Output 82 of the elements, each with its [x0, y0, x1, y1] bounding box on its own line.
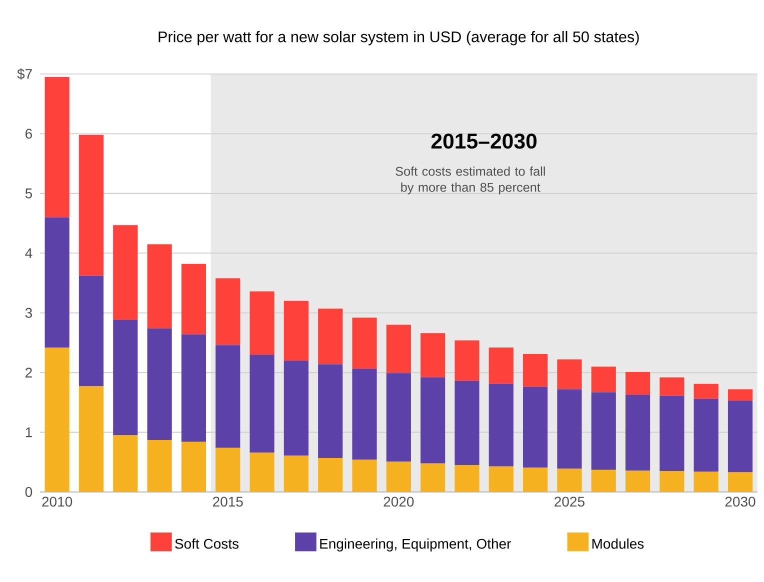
bar — [625, 372, 650, 395]
bar — [318, 364, 343, 458]
bar — [352, 318, 377, 369]
bar — [250, 354, 274, 453]
x-tick-label: 2010 — [42, 496, 72, 507]
bar — [113, 225, 138, 320]
bar — [44, 347, 70, 492]
bar — [181, 442, 206, 492]
x-tick-label: 2025 — [554, 496, 584, 507]
y-tick-label: 0 — [25, 487, 32, 497]
bar — [181, 264, 206, 334]
bar — [694, 398, 718, 472]
bar — [523, 386, 548, 468]
bar — [488, 384, 514, 466]
bar — [352, 460, 377, 492]
bar — [147, 328, 172, 440]
bar — [44, 76, 70, 218]
bar — [591, 392, 616, 470]
bar — [488, 347, 514, 384]
legend-label: Soft Costs — [175, 538, 239, 549]
bar — [454, 380, 480, 466]
bar — [147, 440, 172, 492]
bar — [523, 468, 548, 492]
bar — [386, 373, 411, 462]
y-tick-label: 5 — [25, 188, 32, 198]
bar — [352, 368, 377, 460]
bar — [694, 384, 718, 399]
bar — [78, 276, 104, 386]
band-label: 2015–2030 — [431, 134, 537, 149]
y-tick-label: 3 — [25, 308, 32, 318]
bar — [420, 333, 446, 378]
bar — [318, 458, 343, 492]
chart-title: Price per watt for a new solar system in USD (average for all 50 states) — [158, 31, 639, 46]
bar — [250, 452, 274, 492]
legend-label: Modules — [592, 538, 644, 549]
bar — [147, 244, 172, 328]
bar — [78, 134, 104, 276]
bar — [113, 435, 138, 492]
annotation: Soft costs estimated to fall by more than 85 percent — [396, 166, 545, 194]
bar — [625, 394, 650, 471]
bar — [284, 456, 308, 492]
x-tick-label: 2015 — [213, 496, 243, 507]
bar — [728, 389, 753, 401]
bar — [113, 320, 138, 436]
y-tick-label: 2 — [26, 368, 32, 378]
y-tick-label: 4 — [25, 248, 32, 258]
bar — [488, 466, 514, 492]
bar — [216, 448, 240, 492]
bar — [386, 324, 411, 374]
bar — [78, 386, 104, 492]
bar — [454, 465, 480, 492]
x-tick-label: 2020 — [384, 496, 414, 507]
bar — [694, 472, 718, 492]
bar — [728, 472, 753, 492]
bar — [420, 377, 446, 464]
bar — [591, 366, 616, 392]
y-tick-label: $7 — [17, 68, 32, 80]
bar — [557, 389, 582, 469]
bar — [660, 471, 684, 492]
bar — [284, 300, 308, 361]
bar — [728, 400, 753, 472]
bar — [557, 359, 582, 390]
bar — [420, 463, 446, 492]
bar — [523, 354, 548, 387]
bar — [660, 377, 684, 396]
bar — [591, 470, 616, 492]
bar — [386, 462, 411, 492]
legend-label: Engineering, Equipment, Other — [320, 538, 512, 552]
bar — [216, 278, 240, 346]
bar — [44, 217, 70, 348]
x-tick-label: 2030 — [725, 496, 756, 507]
bar — [557, 468, 582, 492]
bar — [454, 340, 480, 381]
bar — [625, 470, 650, 492]
bar — [216, 345, 240, 448]
bar — [318, 308, 343, 364]
bar — [284, 360, 308, 456]
y-tick-label: 1 — [26, 427, 32, 438]
bar — [181, 334, 206, 442]
bar — [660, 396, 684, 472]
y-tick-label: 6 — [26, 128, 32, 139]
bar — [250, 291, 274, 355]
